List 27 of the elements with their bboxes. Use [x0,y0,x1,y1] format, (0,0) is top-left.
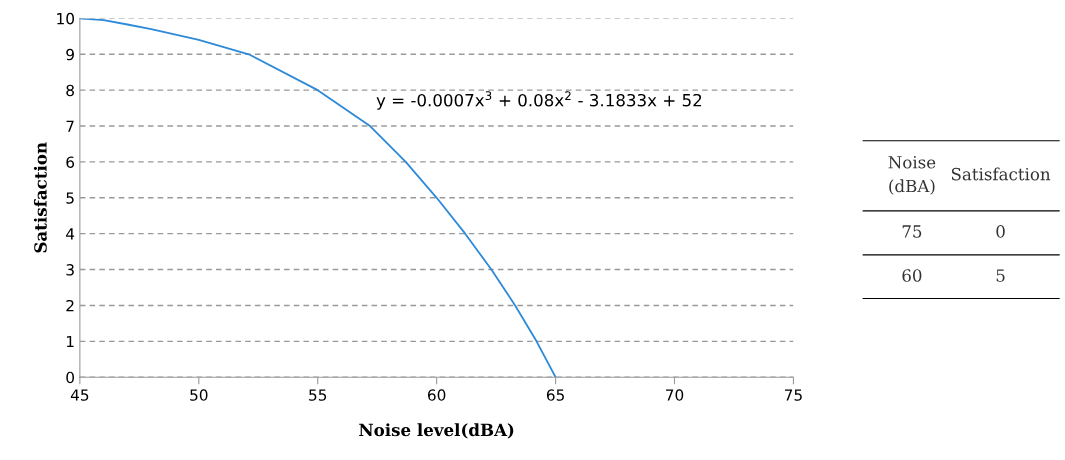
y-tick-label: 2 [66,299,74,312]
annotation: y = -0.0007x$^{3}$ + 0.08x$^{2}$ - 3.1833x + 52 [376,91,702,110]
x-tick-label: 75 [784,389,802,401]
text: 60 [902,269,922,282]
y-tick-label: 4 [66,228,75,240]
y-tick-label: 3 [66,264,74,276]
x-tick-label: 45 [70,389,89,401]
y-tick-label: 6 [66,156,75,168]
text: 0 [996,225,1005,238]
y-tick-label: 9 [66,48,74,61]
x-tick-label: 65 [546,389,564,401]
y-axis-title: Satisfaction [33,142,47,253]
y-tick-label: 8 [66,84,74,97]
y-tick-label: 1 [66,335,74,348]
x-axis-title: Noise level(dBA) [359,423,514,439]
y-tick-label: 7 [66,120,74,132]
text: 75 [902,225,922,238]
y-tick-label: 0 [66,371,74,384]
text: Noise (dBA) [888,156,936,195]
x-tick-label: 50 [190,389,208,401]
x-tick-label: 55 [309,389,327,401]
y-tick-label: 5 [66,192,74,204]
text: 5 [996,269,1005,282]
x-tick-label: 60 [428,389,446,401]
x-tick-label: 70 [666,389,684,401]
text: Satisfaction [951,167,1051,181]
y-tick-label: 10 [57,12,74,25]
